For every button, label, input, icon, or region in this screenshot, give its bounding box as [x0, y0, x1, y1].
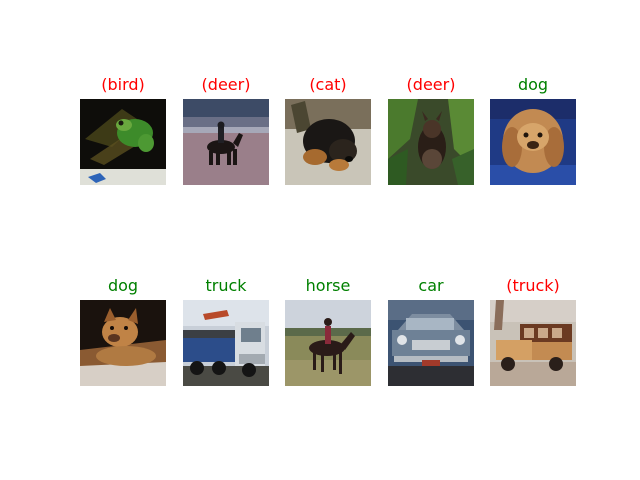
sample-cell: dog: [483, 75, 583, 195]
prediction-label: (deer): [406, 75, 456, 94]
prediction-label: (truck): [506, 276, 560, 295]
pekingese-photo-icon: [490, 99, 576, 185]
dog-in-plants-photo-icon: [388, 99, 474, 185]
sample-cell: (deer): [176, 75, 276, 195]
prediction-label: (cat): [309, 75, 347, 94]
prediction-label: truck: [205, 276, 247, 295]
dog-photo-icon: [285, 99, 371, 185]
sample-cell: (cat): [278, 75, 378, 195]
prediction-label: dog: [107, 276, 139, 295]
prediction-label: (bird): [101, 75, 145, 94]
prediction-label: (deer): [201, 75, 251, 94]
frog-photo-icon: [80, 99, 166, 185]
sample-cell: dog: [73, 276, 173, 396]
rider-photo-icon: [183, 99, 269, 185]
dog-lying-photo-icon: [80, 300, 166, 386]
sample-cell: horse: [278, 276, 378, 396]
sample-cell: (bird): [73, 75, 173, 195]
sample-cell: (truck): [483, 276, 583, 396]
prediction-label: horse: [305, 276, 351, 295]
vintage-truck-photo-icon: [490, 300, 576, 386]
horse-photo-icon: [285, 300, 371, 386]
sample-cell: car: [381, 276, 481, 396]
car-photo-icon: [388, 300, 474, 386]
truck-photo-icon: [183, 300, 269, 386]
prediction-label: car: [418, 276, 444, 295]
prediction-label: dog: [517, 75, 549, 94]
sample-cell: (deer): [381, 75, 481, 195]
sample-cell: truck: [176, 276, 276, 396]
